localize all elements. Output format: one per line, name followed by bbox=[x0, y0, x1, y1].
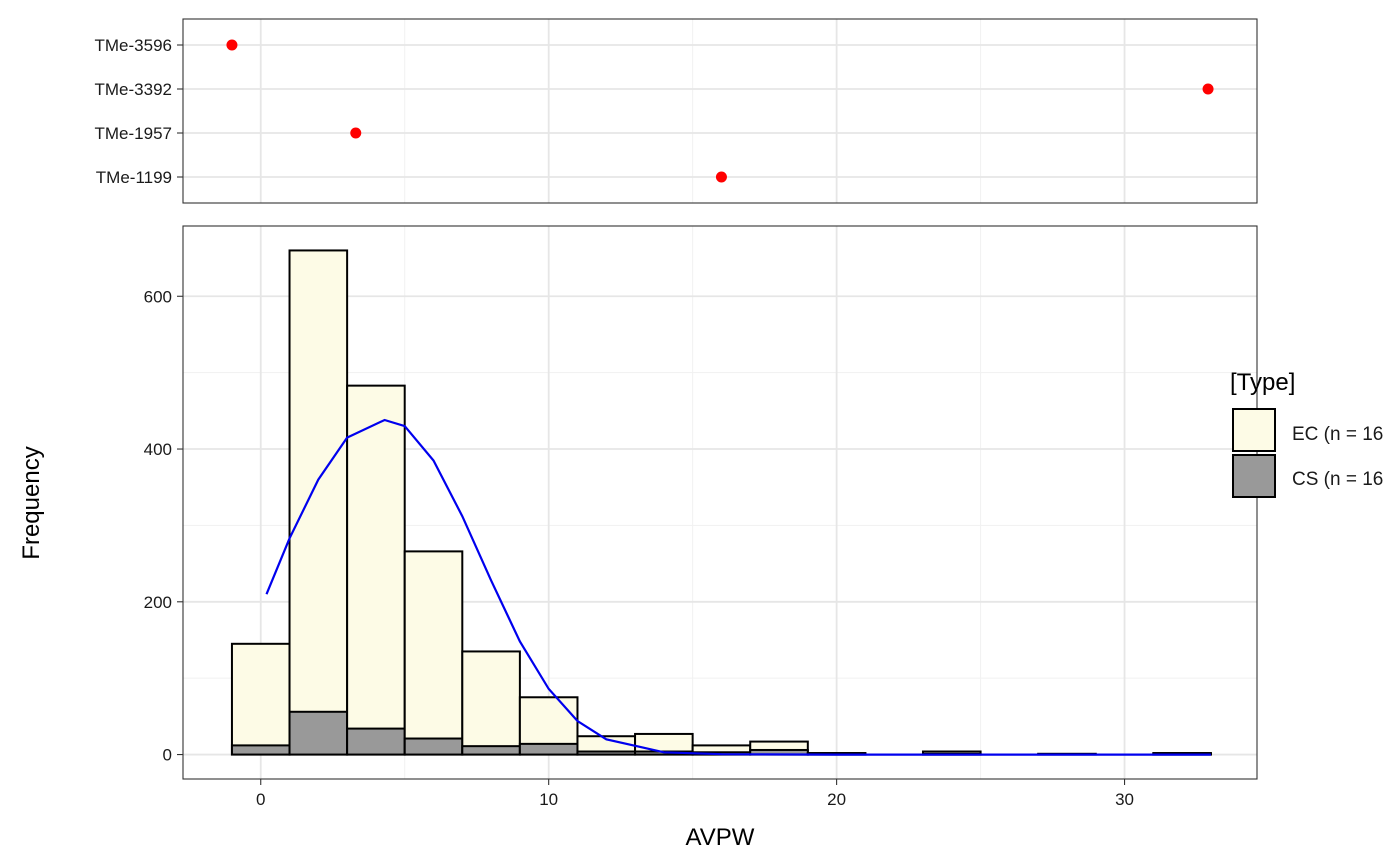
density-curve bbox=[265, 418, 1211, 756]
top-y-tick-label: TMe-1199 bbox=[96, 168, 172, 187]
top-y-tick-label: TMe-1957 bbox=[95, 124, 172, 143]
top-point bbox=[226, 39, 238, 51]
top-panel-points bbox=[226, 39, 1214, 183]
legend-key-ec bbox=[1232, 408, 1276, 452]
top-panel-y-tick-labels: TMe-3596 TMe-3392 TMe-1957 TMe-1199 bbox=[95, 36, 183, 187]
top-panel-border bbox=[182, 18, 1258, 204]
y-tick-label: 0 bbox=[163, 746, 172, 765]
legend-title: [Type] bbox=[1230, 369, 1295, 396]
histogram-bar-cs bbox=[461, 745, 521, 756]
histogram-bar-ec bbox=[288, 249, 349, 756]
histogram-bar-cs bbox=[518, 742, 579, 756]
histogram-bar-cs bbox=[230, 744, 291, 756]
histogram-bar-ec bbox=[461, 650, 521, 756]
legend-label-ec: EC (n = 16 bbox=[1292, 424, 1383, 445]
x-tick-label: 30 bbox=[1115, 790, 1134, 809]
histogram-bar-cs bbox=[403, 737, 464, 756]
histogram-bar-ec bbox=[403, 550, 464, 756]
y-tick-label: 400 bbox=[144, 440, 172, 459]
x-tick-label: 10 bbox=[539, 790, 558, 809]
y-tick-label: 600 bbox=[144, 287, 172, 306]
histogram-bar-cs bbox=[576, 750, 637, 756]
legend: [Type] EC (n = 16 CS (n = 16 bbox=[1230, 369, 1383, 498]
legend-key-cs bbox=[1232, 454, 1276, 498]
x-tick-label: 20 bbox=[827, 790, 846, 809]
histogram-bar-ec bbox=[230, 642, 291, 756]
top-panel-grid bbox=[183, 19, 1257, 203]
top-point bbox=[1202, 83, 1214, 95]
x-axis-title: AVPW bbox=[686, 824, 755, 851]
histogram-bars bbox=[230, 249, 1212, 756]
histogram-bar-ec bbox=[346, 384, 406, 756]
top-y-tick-label: TMe-3596 bbox=[95, 36, 172, 55]
bottom-panel-border bbox=[182, 225, 1258, 780]
top-point bbox=[715, 171, 727, 183]
legend-label-cs: CS (n = 16 bbox=[1292, 469, 1383, 490]
histogram-bar-cs bbox=[346, 727, 406, 756]
top-y-tick-label: TMe-3392 bbox=[95, 80, 172, 99]
bottom-panel-axes: 0 10 20 30 0 200 400 600 bbox=[144, 287, 1134, 809]
y-tick-label: 200 bbox=[144, 593, 172, 612]
histogram-bar-cs bbox=[288, 710, 349, 756]
x-tick-label: 0 bbox=[256, 790, 265, 809]
top-point bbox=[350, 127, 362, 139]
y-axis-title: Frequency bbox=[18, 446, 45, 559]
